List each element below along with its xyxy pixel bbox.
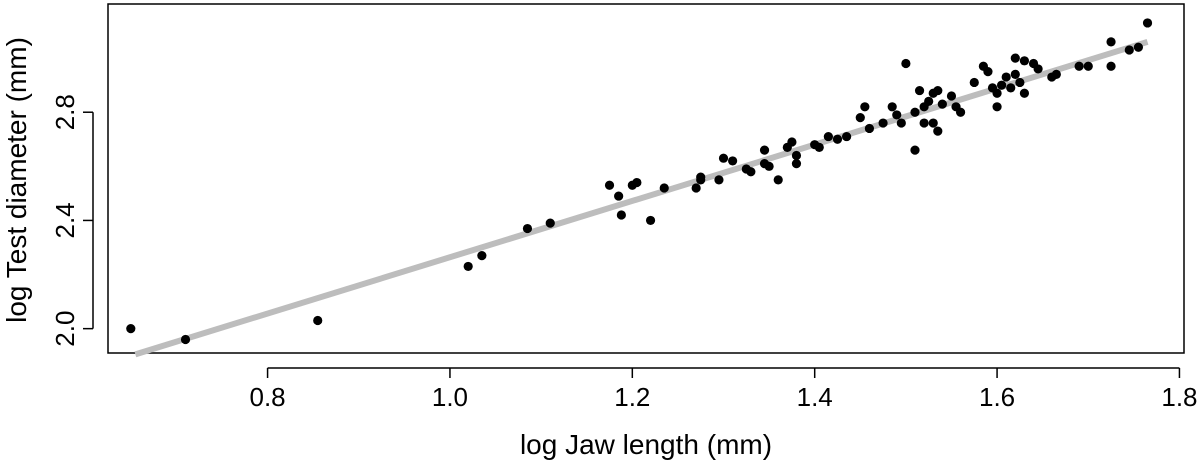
data-point [787,137,797,147]
y-axis: 2.0 2.4 2.8 log Test diameter (mm) [1,37,94,347]
data-point [1019,56,1030,66]
data-point [1006,83,1016,93]
data-point [1001,72,1011,82]
data-point [1083,61,1093,71]
data-point [933,85,943,96]
data-point [614,191,624,201]
data-point [937,99,947,109]
data-point [1015,77,1025,88]
data-point [1133,42,1144,52]
data-point [928,118,938,128]
data-point [910,107,920,117]
data-point [896,118,906,128]
data-point [901,58,911,69]
x-tick-label: 1.0 [432,382,468,412]
data-point [773,175,783,185]
y-axis-title: log Test diameter (mm) [1,37,32,323]
data-point [946,91,957,101]
data-point [645,215,656,226]
data-point [604,180,615,190]
data-point [759,145,770,155]
data-point [1124,45,1134,55]
data-point [1033,64,1043,74]
x-tick-label: 0.8 [249,382,285,412]
data-point [180,334,191,345]
x-tick-label: 1.4 [797,382,833,412]
data-point [1074,61,1084,71]
data-point [910,145,920,155]
data-point [1142,18,1153,28]
data-point [855,113,865,123]
data-point [659,183,669,193]
data-point [997,80,1007,90]
plot-frame [107,3,1185,354]
data-point [714,175,724,185]
data-point [545,218,555,228]
data-point [1010,53,1020,63]
data-point [718,153,729,163]
data-point [955,107,966,117]
y-tick-label: 2.4 [50,202,80,238]
data-point [791,159,802,169]
data-point [696,172,706,182]
data-point [1010,69,1020,79]
data-point [914,85,925,96]
data-point [791,150,802,161]
x-axis-title: log Jaw length (mm) [520,429,772,460]
data-point [983,67,993,77]
data-point [728,156,738,166]
data-point [860,102,870,112]
data-point [892,110,902,120]
x-tick-label: 1.2 [614,382,650,412]
data-point [814,142,824,152]
data-point [522,223,533,234]
x-tick-label: 1.6 [979,382,1015,412]
data-point [1051,69,1061,79]
data-point [933,126,943,136]
data-point [919,118,929,128]
data-point [1106,61,1116,71]
fit-line [134,39,1149,358]
data-point [887,102,897,112]
x-tick-label: 1.8 [1161,382,1197,412]
data-point [313,315,323,326]
data-point [746,167,756,177]
data-point [1019,88,1030,98]
y-tick-label: 2.8 [50,94,80,130]
data-point [691,183,701,193]
data-point [764,161,774,171]
data-point [842,131,852,142]
data-point [969,77,979,88]
data-points [126,18,1153,345]
x-axis: 0.8 1.0 1.2 1.4 1.6 1.8 log Jaw length (mm) [249,367,1198,460]
data-point [992,88,1002,98]
data-point [463,261,473,272]
data-point [823,131,833,142]
data-point [477,251,487,261]
data-point [616,210,626,220]
data-point [632,177,642,188]
data-point [1106,37,1116,47]
data-point [864,123,875,134]
data-point [832,134,843,144]
y-tick-label: 2.0 [50,311,80,347]
data-point [924,96,934,106]
data-point [878,118,888,128]
data-point [126,324,136,334]
data-point [992,102,1002,112]
